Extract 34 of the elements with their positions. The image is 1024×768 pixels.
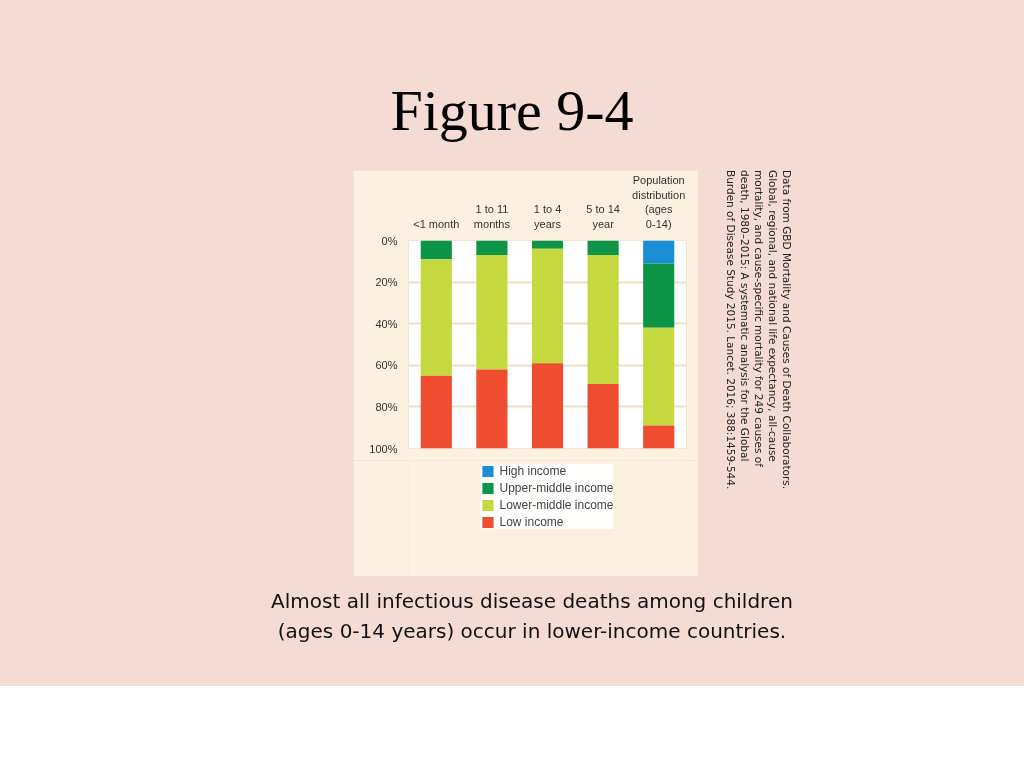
chart-title: Figure 9-4: [390, 77, 634, 145]
bar: [476, 240, 508, 256]
x-tick-label: <1 month: [413, 217, 460, 230]
x-tick-label: 5 to 14 year: [586, 203, 620, 230]
y-tick-label: 60%: [375, 359, 398, 372]
bar: [531, 363, 564, 449]
x-tick-label: Population distribution (ages 0-14): [632, 174, 686, 230]
y-tick-label: 100%: [369, 442, 398, 455]
bar: [420, 240, 452, 260]
bar: [531, 240, 564, 249]
bar: [587, 384, 619, 449]
legend-label: Lower-middle income: [499, 498, 614, 512]
legend-label: Upper-middle income: [499, 481, 614, 495]
bar: [531, 248, 564, 364]
y-tick-label: 80%: [375, 400, 398, 413]
legend-label: Low income: [499, 515, 564, 529]
bar: [643, 425, 675, 449]
y-tick-label: 0%: [381, 234, 398, 247]
bar: [587, 255, 619, 385]
bar: [476, 369, 508, 449]
y-tick-label: 40%: [375, 317, 398, 330]
text: Data from GBD Mortality and Causes of Death Collaborators. Global, regional, and national life expectancy, all-cause mortality, and cause-specific mortality for 249 causes of death, 1980–2015: A systematic analysis for the Global Burden of Disease Study 2015. Lancet. 2016; 388:1459-544.: [724, 170, 794, 492]
bar: [643, 327, 675, 426]
text: Almost all infectious disease deaths among children (ages 0-14 years) occur in lower-income countries.: [270, 588, 794, 645]
legend-label: High income: [499, 464, 567, 478]
bar: [420, 375, 452, 449]
bar: [476, 255, 508, 370]
bar: [643, 263, 675, 328]
bar: [643, 240, 675, 264]
bar: [420, 259, 452, 376]
bar: [587, 240, 619, 256]
x-tick-label: 1 to 11 months: [473, 203, 511, 230]
x-tick-label: 1 to 4 years: [533, 203, 562, 230]
y-tick-label: 20%: [375, 276, 398, 289]
